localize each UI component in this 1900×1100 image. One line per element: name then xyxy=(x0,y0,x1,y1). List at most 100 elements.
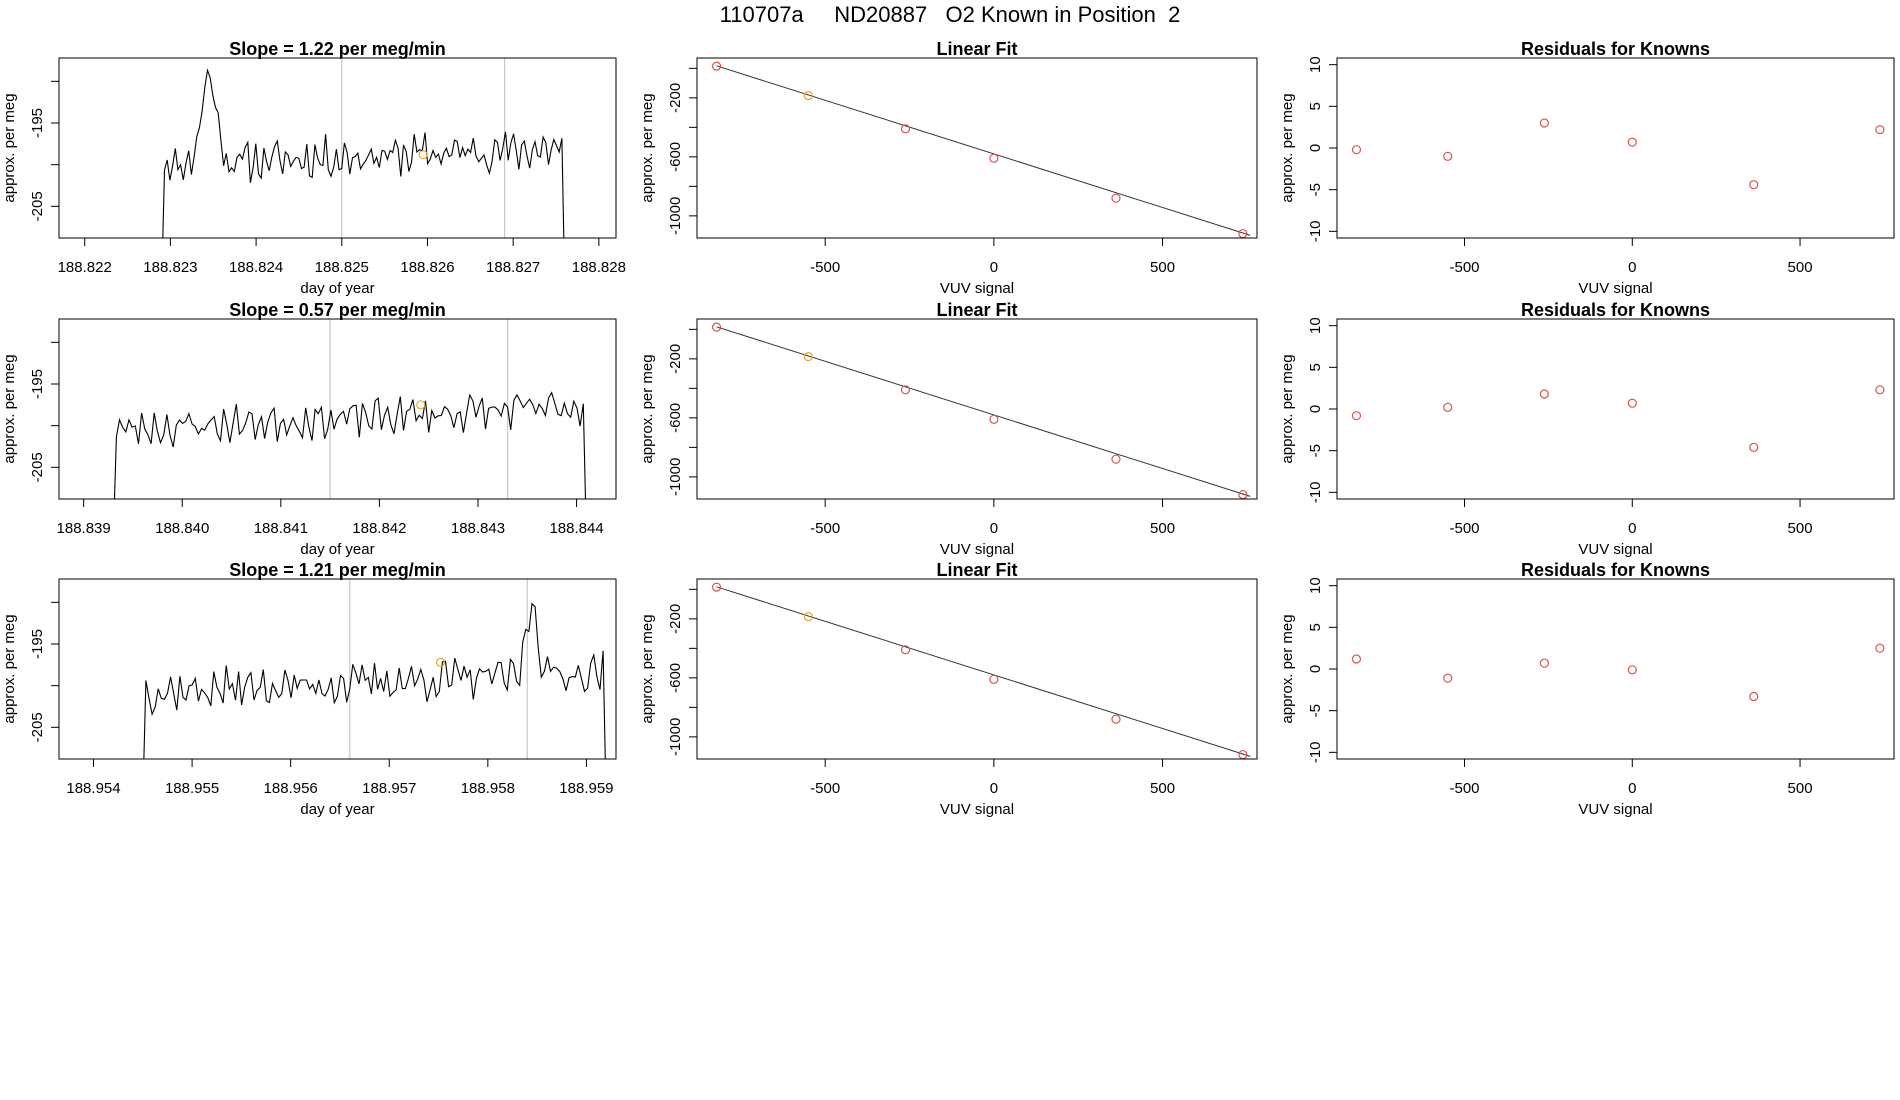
x-tick-label: 0 xyxy=(990,780,998,797)
x-axis-label: day of year xyxy=(300,801,374,818)
y-tick-label: -200 xyxy=(667,344,684,374)
x-tick-label: 500 xyxy=(1788,520,1813,537)
x-tick-label: 188.825 xyxy=(315,259,369,276)
data-point xyxy=(1539,658,1549,668)
x-tick-label: 188.954 xyxy=(66,780,120,797)
x-tick-label: 0 xyxy=(1628,780,1636,797)
x-axis-label: VUV signal xyxy=(1578,801,1652,818)
y-axis-label: approx. per meg xyxy=(1,354,18,463)
x-tick-label: 188.844 xyxy=(549,520,603,537)
highlight-point xyxy=(416,400,426,410)
data-point xyxy=(1749,442,1759,452)
x-axis-label: VUV signal xyxy=(940,280,1014,297)
chart-panel-8: Linear Fit VUV signal approx. per meg -500 0… xyxy=(639,560,1258,818)
y-axis-label: approx. per meg xyxy=(1,614,18,723)
data-point xyxy=(711,61,722,71)
chart-panel-6: Residuals for Knowns VUV signal approx. pe… xyxy=(1279,300,1895,558)
y-tick-label: -1000 xyxy=(667,718,684,756)
y-tick-label: 10 xyxy=(1307,56,1324,73)
x-tick-label: -500 xyxy=(810,520,840,537)
data-point xyxy=(1749,691,1759,702)
data-point xyxy=(1443,151,1453,161)
x-tick-label: 500 xyxy=(1788,259,1813,276)
plot-area xyxy=(711,322,1251,499)
y-tick-label: -600 xyxy=(667,663,684,693)
figure-title: 110707a ND20887 O2 Known in Position 2 xyxy=(719,2,1181,27)
x-tick-label: 188.828 xyxy=(572,259,626,276)
x-axis-label: VUV signal xyxy=(940,801,1014,818)
chart-panel-7: Slope = 1.21 per meg/min day of year appro… xyxy=(1,560,617,818)
y-axis-label: approx. per meg xyxy=(639,614,656,723)
highlight-point xyxy=(435,657,446,667)
chart-panel-9: Residuals for Knowns VUV signal approx. pe… xyxy=(1279,560,1895,818)
x-tick-label: 0 xyxy=(990,520,998,537)
plot-frame xyxy=(1336,318,1895,500)
fit-line xyxy=(716,586,1251,757)
data-point xyxy=(803,91,813,101)
y-tick-label: 0 xyxy=(1307,405,1324,413)
plot-area xyxy=(143,579,606,759)
panel-title: Linear Fit xyxy=(936,300,1017,320)
data-point xyxy=(1875,385,1885,395)
y-tick-label: 0 xyxy=(1307,144,1324,152)
plot-area xyxy=(1351,118,1885,190)
chart-panel-4: Slope = 0.57 per meg/min day of year appro… xyxy=(1,300,617,558)
data-point xyxy=(900,645,911,655)
y-tick-label: -205 xyxy=(29,452,46,482)
y-tick-label: -195 xyxy=(29,629,46,659)
data-point xyxy=(1875,643,1885,653)
chart-panel-5: Linear Fit VUV signal approx. per meg -500 0… xyxy=(639,300,1258,558)
data-series-line xyxy=(113,391,587,499)
fit-line xyxy=(716,65,1251,236)
fit-line xyxy=(716,326,1251,497)
y-tick-label: 10 xyxy=(1307,317,1324,334)
x-tick-label: 188.956 xyxy=(264,780,318,797)
y-tick-label: -205 xyxy=(29,712,46,742)
x-tick-label: 500 xyxy=(1150,780,1175,797)
panel-title: Linear Fit xyxy=(936,39,1017,59)
y-tick-label: -200 xyxy=(667,604,684,634)
data-point xyxy=(900,124,911,134)
x-tick-label: -500 xyxy=(810,259,840,276)
data-point xyxy=(1627,137,1637,147)
y-tick-label: -600 xyxy=(667,403,684,433)
x-tick-label: 188.959 xyxy=(559,780,613,797)
panel-title: Slope = 0.57 per meg/min xyxy=(229,300,446,320)
plot-area xyxy=(711,582,1251,759)
y-axis-label: approx. per meg xyxy=(1279,93,1296,202)
data-point xyxy=(1539,389,1549,399)
plot-frame xyxy=(696,578,1258,760)
data-series-line xyxy=(143,602,606,759)
data-point xyxy=(711,322,722,332)
data-point xyxy=(711,582,722,592)
data-point xyxy=(1627,398,1637,408)
y-tick-label: -205 xyxy=(29,191,46,221)
x-tick-label: 188.824 xyxy=(229,259,283,276)
x-tick-label: 188.842 xyxy=(352,520,406,537)
highlight-point xyxy=(418,150,428,160)
plot-frame xyxy=(58,57,617,239)
x-tick-label: 500 xyxy=(1788,780,1813,797)
x-tick-label: 188.955 xyxy=(165,780,219,797)
panel-title: Slope = 1.22 per meg/min xyxy=(229,39,446,59)
y-tick-label: -1000 xyxy=(667,197,684,235)
panel-title: Linear Fit xyxy=(936,560,1017,580)
y-axis-label: approx. per meg xyxy=(639,354,656,463)
x-axis-label: day of year xyxy=(300,280,374,297)
chart-panel-3: Residuals for Knowns VUV signal approx. pe… xyxy=(1279,39,1895,297)
x-axis-label: day of year xyxy=(300,541,374,558)
plot-frame xyxy=(58,578,617,760)
y-tick-label: -200 xyxy=(667,83,684,113)
data-point xyxy=(1351,654,1362,664)
x-tick-label: 188.822 xyxy=(58,259,112,276)
x-tick-label: 0 xyxy=(990,259,998,276)
x-tick-label: 188.958 xyxy=(461,780,515,797)
plot-area xyxy=(1351,643,1885,702)
y-tick-label: -10 xyxy=(1307,220,1324,242)
y-tick-label: -5 xyxy=(1307,704,1324,717)
y-axis-label: approx. per meg xyxy=(1,93,18,202)
plot-area xyxy=(711,61,1251,238)
y-tick-label: -5 xyxy=(1307,444,1324,457)
plot-frame xyxy=(696,57,1258,239)
x-axis-label: VUV signal xyxy=(1578,280,1652,297)
